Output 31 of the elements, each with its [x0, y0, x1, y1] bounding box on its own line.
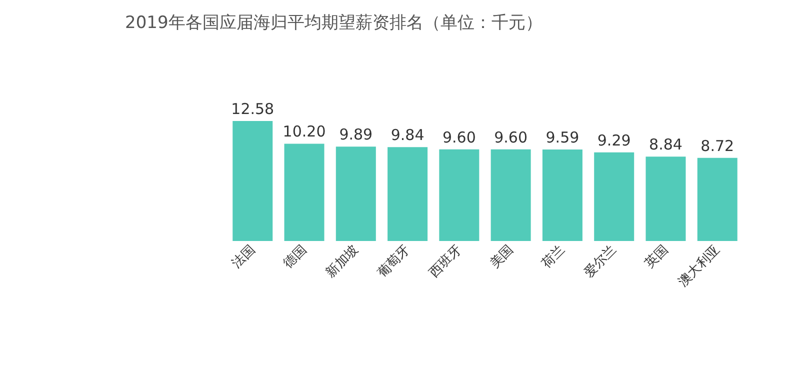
- bar: [594, 152, 634, 241]
- x-tick-label: 澳大利亚: [676, 242, 724, 290]
- data-label: 10.20: [282, 122, 326, 141]
- bar: [232, 121, 273, 241]
- x-tick-label: 新加坡: [323, 242, 362, 281]
- data-label: 12.58: [231, 100, 274, 118]
- data-label: 9.60: [494, 128, 528, 146]
- bar: [697, 158, 738, 241]
- x-tick-label: 葡萄牙: [375, 242, 414, 281]
- x-tick-label: 荷兰: [539, 242, 568, 272]
- bar: [542, 150, 582, 241]
- x-tick-label: 爱尔兰: [582, 242, 620, 281]
- data-label: 9.60: [442, 128, 476, 146]
- bar: [439, 149, 480, 241]
- bar: [284, 144, 324, 241]
- data-label: 9.84: [390, 126, 424, 144]
- chart-title: 2019年各国应届海归平均期望薪资排名（单位：千元）: [125, 13, 542, 33]
- x-tick-label: 英国: [642, 242, 672, 272]
- data-label: 8.72: [700, 136, 734, 155]
- bar: [336, 146, 376, 241]
- x-tick-label: 西班牙: [426, 242, 465, 281]
- bar: [490, 149, 531, 241]
- x-tick-label: 法国: [229, 242, 258, 272]
- data-label: 9.89: [339, 126, 373, 144]
- x-tick-label: 德国: [280, 242, 310, 272]
- bar: [388, 147, 428, 241]
- data-label: 8.84: [649, 136, 682, 154]
- data-label: 9.59: [546, 128, 580, 147]
- bar: [646, 156, 686, 241]
- x-tick-label: 美国: [486, 242, 516, 272]
- data-label: 9.29: [597, 131, 631, 150]
